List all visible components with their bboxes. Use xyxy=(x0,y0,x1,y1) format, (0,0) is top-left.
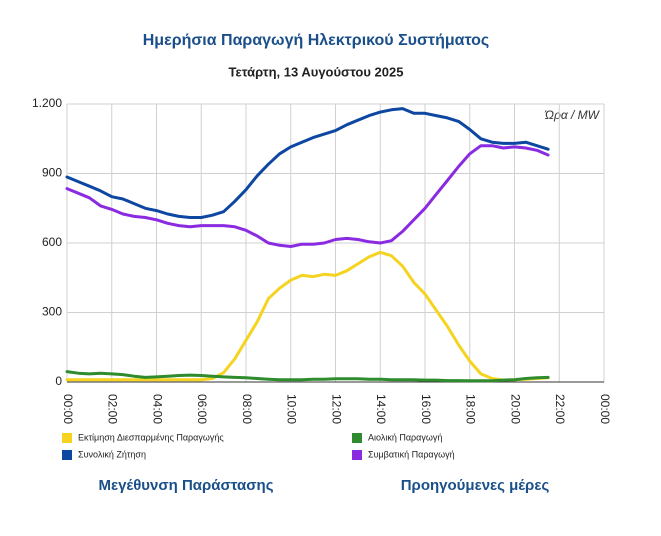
x-tick-label: 00:00 xyxy=(598,394,612,424)
axis-annotation: Ώρα / MW xyxy=(545,108,601,122)
legend-label: Εκτίμηση Διεσπαρμένης Παραγωγής xyxy=(78,432,224,442)
previous-days-link[interactable]: Προηγούμενες μέρες xyxy=(401,477,550,494)
series-line xyxy=(65,107,550,219)
y-tick-label: 0 xyxy=(55,374,62,388)
x-tick-label: 00:00 xyxy=(61,394,75,424)
chart-title: Ημερήσια Παραγωγή Ηλεκτρικού Συστήματος xyxy=(143,32,490,49)
x-tick-label: 06:00 xyxy=(195,394,209,424)
x-tick-label: 08:00 xyxy=(240,394,254,424)
legend-label: Αιολική Παραγωγή xyxy=(368,432,442,442)
x-tick-label: 12:00 xyxy=(329,394,343,424)
zoom-link[interactable]: Μεγέθυνση Παράστασης xyxy=(98,477,273,494)
x-tick-label: 18:00 xyxy=(464,394,478,424)
x-tick-label: 14:00 xyxy=(374,394,388,424)
x-tick-label: 22:00 xyxy=(553,394,567,424)
legend-label: Συνολική Ζήτηση xyxy=(78,449,146,459)
series-line xyxy=(65,250,550,382)
legend-swatch xyxy=(352,433,362,443)
y-tick-label: 900 xyxy=(42,166,62,180)
series-line xyxy=(65,144,550,248)
legend-label: Συμβατική Παραγωγή xyxy=(368,449,455,459)
legend-swatch xyxy=(62,450,72,460)
x-tick-label: 02:00 xyxy=(106,394,120,424)
series-line xyxy=(65,370,550,383)
x-tick-label: 04:00 xyxy=(150,394,164,424)
x-tick-label: 20:00 xyxy=(508,394,522,424)
x-tick-label: 10:00 xyxy=(285,394,299,424)
y-tick-label: 1.200 xyxy=(32,96,62,110)
legend-swatch xyxy=(352,450,362,460)
chart-subtitle: Τετάρτη, 13 Αυγούστου 2025 xyxy=(229,64,404,79)
y-tick-label: 300 xyxy=(42,305,62,319)
y-tick-label: 600 xyxy=(42,235,62,249)
x-tick-label: 16:00 xyxy=(419,394,433,424)
legend-swatch xyxy=(62,433,72,443)
